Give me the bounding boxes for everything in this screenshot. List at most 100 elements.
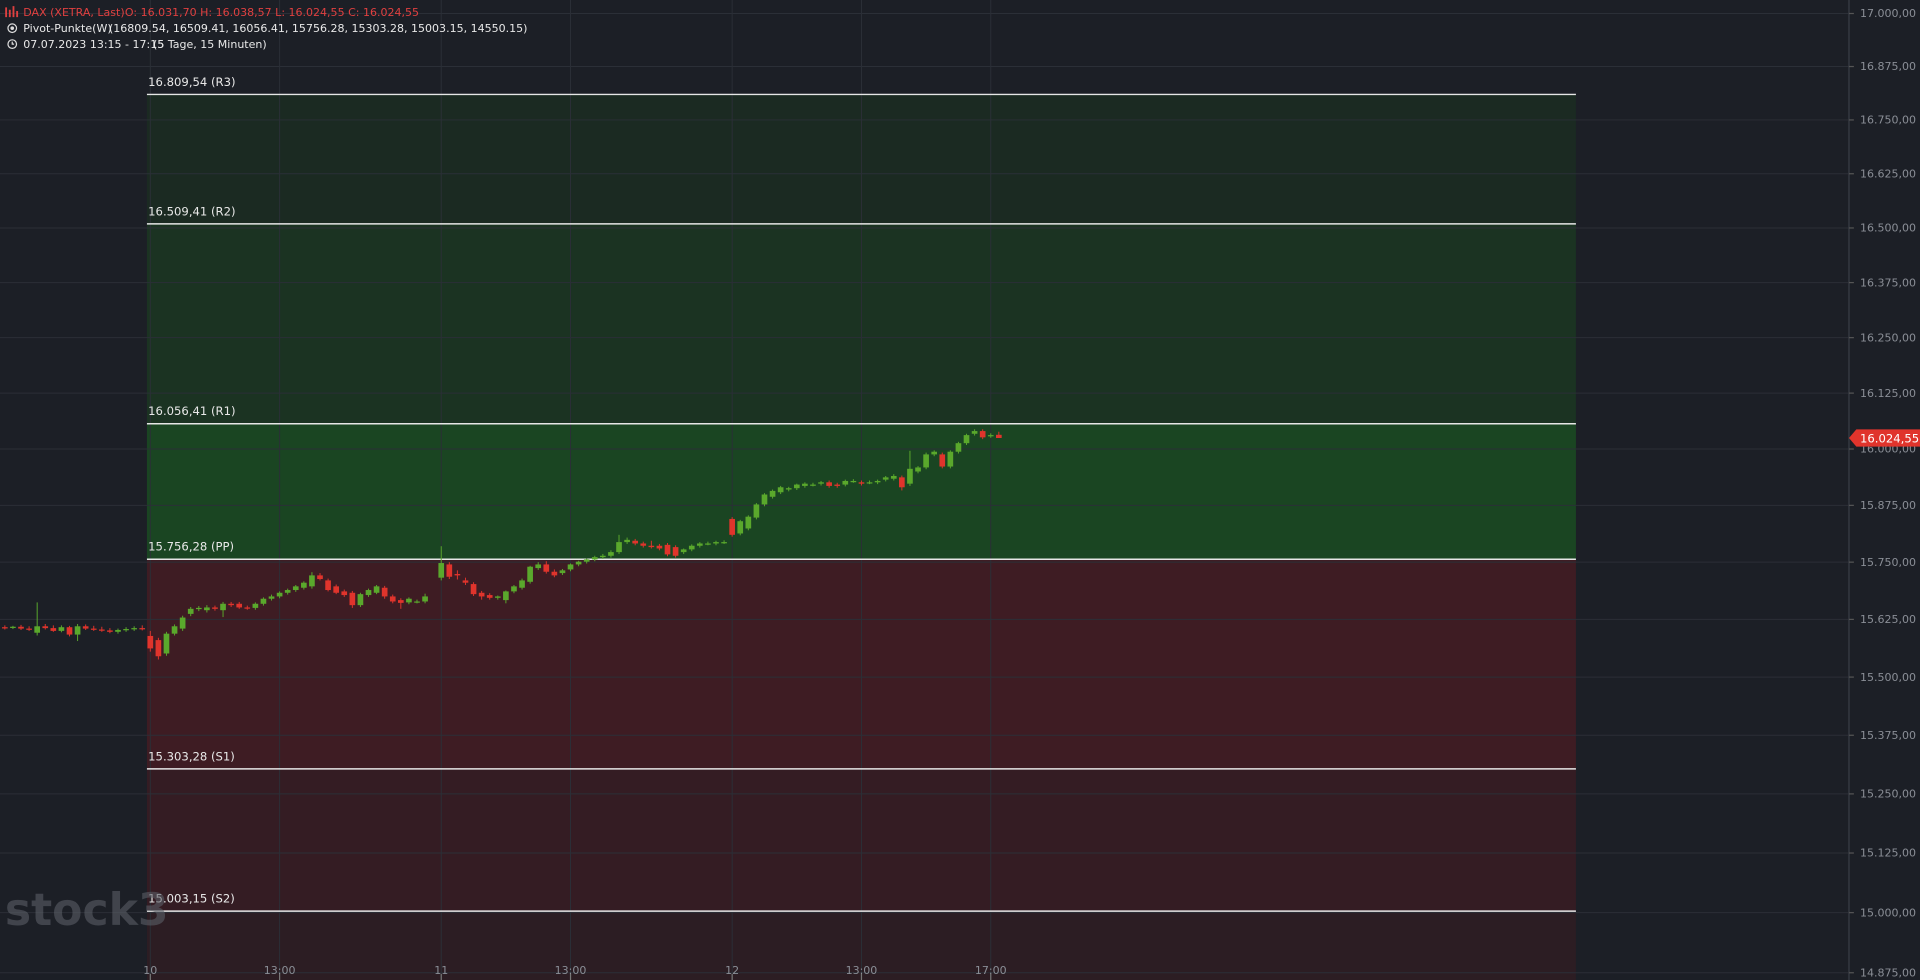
candle-body [575, 561, 582, 565]
candle-body [276, 592, 283, 597]
candle-body [139, 628, 146, 630]
candle-body [616, 542, 622, 553]
y-tick-label: 16.500,00 [1860, 222, 1916, 235]
candle-body [373, 586, 380, 593]
candle-body [543, 564, 550, 572]
candle-body [349, 592, 356, 606]
candle-body [179, 617, 186, 629]
candle-body [680, 549, 687, 553]
candle-body [664, 544, 671, 555]
candle-body [882, 477, 889, 480]
candle-body [890, 476, 897, 479]
candle-body [98, 629, 105, 631]
y-tick-label: 16.250,00 [1860, 331, 1916, 344]
candle-body [228, 603, 234, 606]
candle-body [866, 482, 873, 484]
x-tick-label: 13:00 [555, 964, 587, 977]
candle-body [624, 539, 630, 543]
candle-body [365, 590, 372, 596]
x-tick-label: 12 [725, 964, 739, 977]
candles [2, 429, 1002, 660]
candle-body [50, 628, 57, 631]
pivot-label: 15.003,15 (S2) [148, 892, 235, 906]
x-tick-label: 10 [143, 964, 157, 977]
candle-body [204, 607, 210, 611]
pivot-label: 15.303,28 (S1) [148, 749, 235, 763]
candle-body [777, 487, 784, 493]
candle-body [301, 582, 307, 588]
candle-body [705, 543, 711, 545]
candle-body [632, 540, 639, 544]
candle-body [818, 482, 824, 484]
period-detail: (5 Tage, 15 Minuten) [153, 38, 267, 51]
candle-body [826, 482, 832, 486]
candle-body [163, 633, 170, 654]
candle-body [74, 626, 81, 635]
candle-body [171, 626, 178, 634]
candle-body [939, 454, 946, 467]
candle-body [58, 627, 65, 631]
candle-body [414, 601, 420, 603]
indicator-icon [7, 23, 18, 34]
pivot-label: 16.509,41 (R2) [148, 204, 235, 218]
candle-body [527, 566, 533, 582]
price-badge-label: 16.024,55 [1860, 431, 1919, 445]
candle-body [220, 603, 226, 611]
candle-body [2, 627, 8, 629]
candle-body [187, 608, 194, 614]
candle-body [697, 543, 703, 546]
y-axis-panel [1848, 0, 1920, 980]
x-tick-label: 13:00 [264, 964, 296, 977]
clock-hands [11, 41, 15, 45]
candle-body [406, 598, 412, 603]
candle-body [82, 626, 89, 629]
y-tick-label: 15.250,00 [1860, 788, 1916, 801]
candle-body [761, 494, 768, 505]
candle-body [446, 564, 453, 577]
y-tick-label: 15.375,00 [1860, 729, 1916, 742]
last-price: 16.024,55 [1848, 429, 1920, 447]
candle-body [971, 431, 978, 434]
candle-body [34, 626, 41, 633]
indicator-name: Pivot-Punkte(W) [23, 22, 111, 35]
candle-body [260, 598, 267, 604]
candle-body [899, 477, 905, 488]
clock-icon [7, 39, 18, 49]
candle-body [147, 635, 154, 649]
candle-body [745, 516, 752, 529]
candle-body [268, 596, 275, 599]
candle-body [656, 545, 663, 549]
candle-body [996, 434, 1002, 439]
candle-body [212, 607, 218, 609]
candle-body [486, 595, 493, 598]
candle-body [244, 607, 251, 609]
candle-body [963, 435, 970, 444]
y-tick-label: 16.125,00 [1860, 387, 1916, 400]
y-tick-label: 15.125,00 [1860, 847, 1916, 860]
candle-body [397, 600, 404, 603]
candle-body [333, 586, 340, 593]
candle-body [535, 564, 542, 569]
candle-body [793, 484, 800, 489]
candle-body [858, 482, 865, 484]
candle-body [842, 480, 849, 485]
y-tick-label: 17.000,00 [1860, 7, 1916, 20]
candle-body [947, 451, 954, 467]
candle-body [850, 480, 857, 483]
candle-body [462, 580, 469, 583]
candle-body [494, 596, 501, 598]
candle-body [608, 552, 614, 556]
pivot-label: 15.756,28 (PP) [148, 540, 234, 554]
candle-body [292, 586, 299, 591]
candle-body [454, 574, 461, 576]
candle-body [381, 587, 388, 597]
ohlc-text: O: 16.031,70 H: 16.038,57 L: 16.024,55 C… [125, 6, 419, 19]
indicator-icon-dot [10, 26, 15, 31]
y-tick-label: 14.875,00 [1860, 966, 1916, 979]
candle-body [18, 626, 24, 629]
y-axis: 17.000,00 16.875,00 16.750,00 16.625,00 16.5… [1848, 7, 1916, 979]
candle-body [357, 594, 364, 606]
chart-icon [5, 6, 19, 18]
